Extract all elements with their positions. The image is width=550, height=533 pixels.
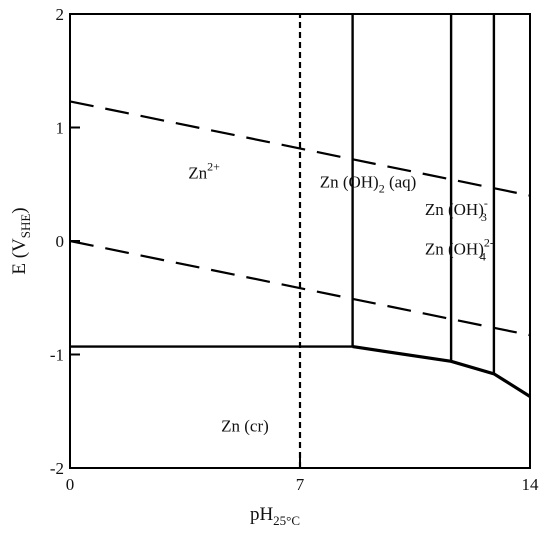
x-tick-label: 0 — [66, 475, 75, 494]
series-line-5-solid-thick — [352, 345, 531, 398]
y-tick-label: 2 — [56, 5, 65, 24]
species-label-znoh4: Zn (OH)2-4 — [425, 236, 494, 264]
y-axis-title: E (VSHE) — [9, 207, 33, 274]
series-layer — [69, 14, 531, 468]
y-tick-label: 1 — [56, 119, 65, 138]
x-tick-label: 7 — [296, 475, 305, 494]
x-axis-title: pH25°C — [250, 504, 300, 528]
y-tick-label: -2 — [50, 459, 64, 478]
species-label-znoh2: Zn (OH)2 (aq) — [320, 173, 417, 196]
species-label-znoh3: Zn (OH)-3 — [425, 196, 488, 224]
annotation-layer: Zn2+ Zn (OH)2 (aq) Zn (OH)-3 Zn (OH)2-4 Zn (… — [188, 160, 494, 436]
y-tick-label: 0 — [56, 232, 65, 251]
series-line-2-dashed — [69, 239, 531, 337]
x-tick-label: 14 — [522, 475, 540, 494]
tick-layer: 210-1-20 7 14 — [50, 5, 539, 494]
species-label-zn2: Zn2+ — [188, 160, 220, 183]
series-line-1-dashed — [69, 100, 531, 197]
y-tick-label: -1 — [50, 346, 64, 365]
species-label-zncr: Zn (cr) — [221, 417, 269, 436]
